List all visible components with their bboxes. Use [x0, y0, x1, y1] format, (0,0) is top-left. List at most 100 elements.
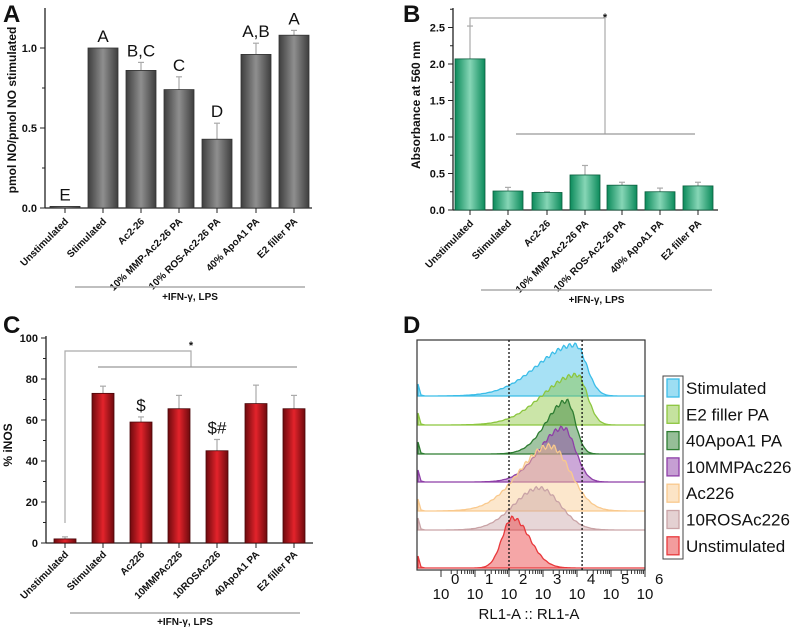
bar	[569, 174, 601, 211]
y-tick-label: 40	[26, 456, 38, 468]
bar	[682, 185, 714, 211]
y-tick-label: 100	[20, 333, 38, 345]
legend-label: Stimulated	[686, 379, 766, 398]
y-axis-label: Absorbance at 560 nm	[409, 41, 423, 169]
y-tick-label: 2.5	[430, 23, 445, 35]
legend: Stimulated E2 filler PA 40ApoA1 PA 10MMPAc2…	[662, 375, 792, 560]
bar-annotation: A,B	[242, 22, 269, 41]
panel-c: C * 0 20 40 60 80 100 % iNOS UnstimulatedStimulat…	[1, 312, 313, 628]
x-tick-exponent: 4	[587, 571, 595, 588]
bar-annotation: B,C	[127, 41, 155, 60]
panel-label: D	[403, 312, 420, 339]
y-tick-label: 0.5	[22, 123, 37, 135]
x-tick-base: 10	[637, 586, 654, 603]
x-tick-exponent: 2	[519, 571, 527, 588]
bar-annotation: $	[136, 396, 146, 415]
legend-swatch	[666, 536, 680, 556]
plot-frame	[416, 339, 646, 571]
bar-annotation: D	[211, 102, 223, 121]
x-tick-base: 10	[603, 586, 620, 603]
legend-label: Unstimulated	[686, 537, 785, 556]
category-label: Ac2-26	[116, 216, 147, 247]
y-tick-label: 0.0	[430, 205, 445, 217]
treatment-group-label: +IFN-γ, LPS	[162, 292, 218, 303]
significance-star: *	[603, 12, 608, 24]
category-label: E2 filler PA	[256, 549, 301, 594]
bar	[91, 392, 115, 544]
treatment-group-label: +IFN-γ, LPS	[157, 617, 213, 628]
bar-annotation: A	[97, 27, 109, 46]
bar	[282, 408, 306, 544]
histogram-40apoa1-pa	[417, 398, 645, 455]
histogram-stack	[417, 342, 645, 569]
category-label: 10% ROS-Ac2-26 PA	[147, 216, 223, 292]
bar	[492, 190, 524, 211]
y-tick-label: 1.0	[430, 132, 445, 144]
significance-bracket	[64, 350, 192, 523]
category-label: 10% ROS-Ac2-26 PA	[552, 218, 628, 294]
panel-b: B * 0.0 0.5 1.0 1.5 2.0 2.5 Absorbance at 560 nm…	[403, 1, 718, 306]
category-label: Unstimulated	[424, 218, 477, 271]
bar	[167, 408, 191, 544]
bar	[244, 403, 268, 544]
bar-annotation: E	[59, 185, 70, 204]
y-tick-label: 60	[26, 415, 38, 427]
category-label: Stimulated	[65, 216, 109, 260]
x-axis-label: RL1-A :: RL1-A	[479, 606, 580, 623]
category-label: Stimulated	[65, 549, 109, 593]
x-tick-exponent: 1	[485, 571, 493, 588]
category-label: 10% MMP-Ac2-26 PA	[514, 218, 591, 295]
category-label: Ac2-26	[522, 218, 553, 249]
histogram-e2-filler-pa	[417, 372, 645, 426]
treatment-group-label: +IFN-γ, LPS	[569, 295, 625, 306]
category-label: Unstimulated	[19, 216, 72, 269]
category-label: Stimulated	[470, 218, 514, 262]
bar	[201, 138, 233, 209]
y-tick-label: 0.5	[430, 169, 445, 181]
bar-annotation: $#	[208, 418, 227, 437]
bar	[644, 191, 676, 211]
legend-label: E2 filler PA	[686, 405, 769, 424]
bar	[49, 205, 81, 209]
x-tick-exponent: 5	[621, 571, 629, 588]
y-tick-label: 80	[26, 374, 38, 386]
y-axis-label: pmol NO/pmol NO stimulated	[5, 27, 19, 194]
y-tick-label: 1.0	[22, 43, 37, 55]
histogram-stimulated	[417, 342, 645, 397]
category-label: 10% MMP-Ac2-26 PA	[108, 216, 185, 293]
bar	[205, 450, 229, 544]
bar	[278, 34, 310, 209]
x-tick-exponent: 3	[553, 571, 561, 588]
legend-label: Ac226	[686, 484, 734, 503]
panel-label: A	[3, 1, 20, 28]
bar	[129, 421, 153, 544]
bar	[454, 58, 486, 211]
bar-annotation: A	[288, 9, 300, 28]
x-tick-exponent: 6	[655, 571, 663, 588]
category-label: Unstimulated	[19, 549, 72, 602]
histogram-unstimulated	[417, 515, 645, 569]
legend-swatch	[666, 430, 680, 451]
histogram-10rosac226	[417, 485, 645, 531]
significance-bracket	[469, 17, 606, 134]
x-tick-base: 10	[501, 586, 518, 603]
y-tick-label: 20	[26, 497, 38, 509]
category-label: E2 filler PA	[660, 218, 705, 263]
bar	[606, 184, 638, 211]
legend-swatch	[666, 378, 680, 398]
x-tick-base: 10	[535, 586, 552, 603]
legend-label: 10ROSAc226	[686, 511, 790, 530]
y-axis-label: % iNOS	[1, 423, 15, 466]
x-tick-base: 10	[569, 586, 586, 603]
x-tick-base: 10	[467, 586, 484, 603]
bar	[163, 89, 195, 209]
histogram-ac226	[417, 442, 645, 512]
y-tick-label: 0	[32, 538, 38, 550]
legend-frame	[662, 375, 684, 560]
panel-label: B	[403, 1, 420, 28]
histogram-10mmpac226	[417, 425, 645, 483]
panel-label: C	[3, 312, 20, 339]
